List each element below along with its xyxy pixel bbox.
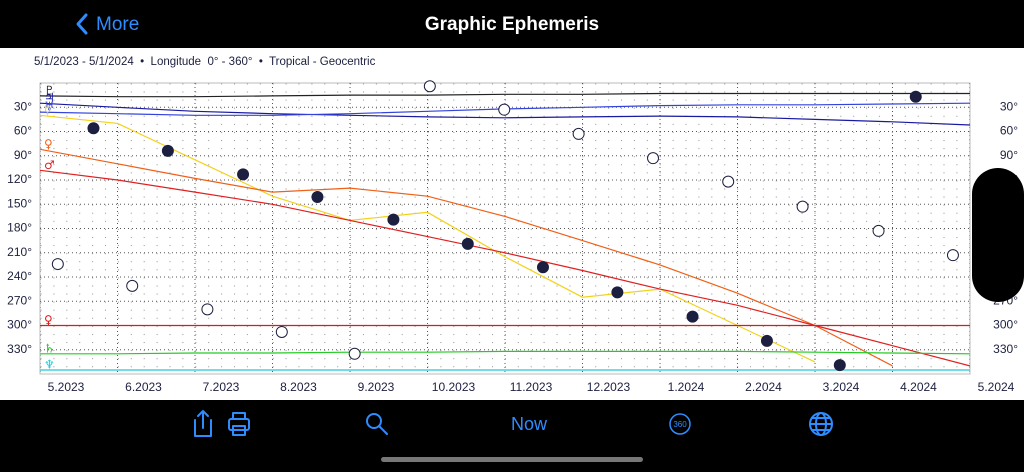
y-tick-label-right: 90° [1000, 148, 1018, 162]
moon-hollow [201, 303, 214, 316]
planet-glyph: ♄ [44, 341, 55, 355]
rotate-360-icon-text: 360 [673, 420, 687, 429]
planet-glyph: ♀ [44, 313, 53, 327]
now-button[interactable]: Now [511, 414, 548, 434]
moon-filled [833, 359, 846, 372]
moon-filled [760, 334, 773, 347]
moon-hollow [796, 200, 809, 213]
chart-header: 5/1/2023 - 5/1/2024 • Longitude 0° - 360… [34, 56, 376, 68]
y-tick-label-right: 60° [1000, 124, 1018, 138]
y-tick-label: 150° [7, 196, 32, 210]
y-tick-label: 180° [7, 221, 32, 235]
home-indicator [381, 457, 643, 462]
moon-hollow [423, 80, 436, 93]
x-tick-label: 8.2023 [280, 380, 317, 394]
moon-filled [536, 261, 549, 274]
x-tick-label: 4.2024 [900, 380, 937, 394]
planet-glyph: ♃ [44, 91, 55, 105]
moon-hollow [872, 224, 885, 237]
planet-glyph: ♀ [44, 137, 53, 151]
print-button[interactable] [228, 412, 250, 436]
back-chevron[interactable] [76, 13, 88, 35]
y-tick-label-right: 30° [1000, 99, 1018, 113]
y-tick-label-right: 300° [993, 318, 1018, 332]
x-tick-label: 5.2024 [978, 380, 1015, 394]
planet-glyph: ♂ [44, 158, 55, 172]
y-tick-label: 90° [14, 148, 32, 162]
x-tick-label: 7.2023 [203, 380, 240, 394]
planet-glyph: ♅ [44, 100, 55, 114]
planet-line [40, 102, 970, 126]
moon-hollow [275, 325, 288, 338]
moon-hollow [647, 152, 660, 165]
planet-glyph: ♇ [44, 83, 55, 97]
planet-glyph: ☿ [44, 103, 51, 117]
y-tick-label: 120° [7, 172, 32, 186]
rotate-360-button[interactable] [669, 413, 691, 435]
planet-line [40, 350, 970, 355]
y-tick-label: 210° [7, 245, 32, 259]
x-tick-label: 10.2023 [432, 380, 476, 394]
y-tick-label: 60° [14, 124, 32, 138]
y-tick-label: 330° [7, 342, 32, 356]
y-tick-label: 300° [7, 318, 32, 332]
x-tick-label: 6.2023 [125, 380, 162, 394]
moon-hollow [722, 175, 735, 188]
redaction [972, 168, 1024, 302]
x-tick-label: 1.2024 [668, 380, 705, 394]
y-tick-label: 240° [7, 269, 32, 283]
moon-hollow [51, 258, 64, 271]
planet-glyph: ♆ [44, 357, 55, 371]
x-tick-label: 9.2023 [358, 380, 395, 394]
moon-hollow [498, 103, 511, 116]
moon-filled [237, 168, 250, 181]
moon-filled [161, 144, 174, 157]
moon-filled [87, 122, 100, 135]
x-tick-label: 11.2023 [510, 380, 553, 394]
nav-bar [0, 0, 1024, 48]
moon-hollow [348, 347, 361, 360]
moon-filled [686, 310, 699, 323]
y-tick-label-right: 330° [993, 342, 1018, 356]
y-tick-label: 30° [14, 99, 32, 113]
search-button[interactable] [366, 413, 388, 435]
planet-line [40, 148, 893, 367]
share-button[interactable] [194, 410, 212, 437]
moon-filled [611, 286, 624, 299]
moon-filled [311, 190, 324, 203]
x-tick-label: 5.2023 [48, 380, 85, 394]
moon-filled [387, 213, 400, 226]
moon-filled [909, 90, 922, 103]
back-button[interactable]: More [96, 14, 139, 35]
x-tick-label: 3.2024 [823, 380, 860, 394]
plot [40, 83, 970, 374]
nav-title: Graphic Ephemeris [425, 14, 599, 35]
x-tick-label: 12.2023 [587, 380, 631, 394]
planet-line [40, 92, 970, 98]
moon-filled [461, 237, 474, 250]
moon-hollow [126, 279, 139, 292]
globe-button[interactable] [809, 412, 833, 436]
moon-hollow [572, 127, 585, 140]
moon-hollow [946, 249, 959, 262]
x-tick-label: 2.2024 [745, 380, 782, 394]
y-tick-label: 270° [7, 293, 32, 307]
